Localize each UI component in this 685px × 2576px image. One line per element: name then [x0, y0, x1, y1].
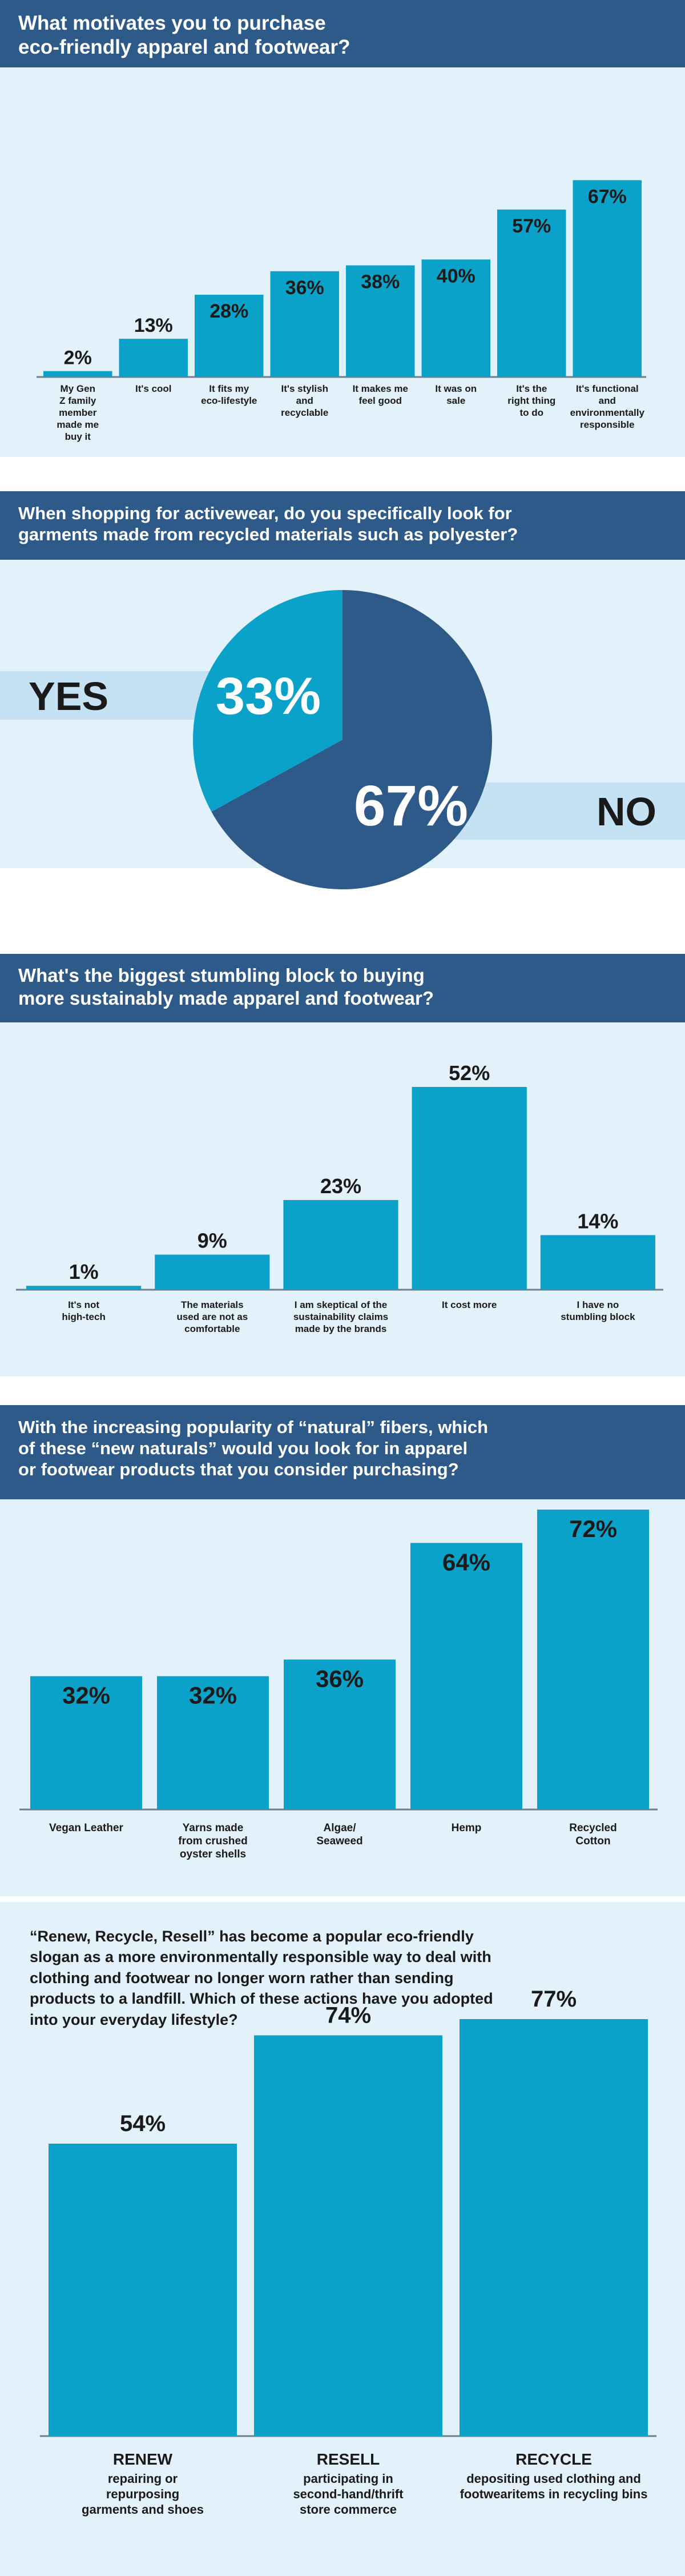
chart1-category-label-6: It's the right thing to do — [507, 383, 555, 418]
chart3-category-label-2: I am skeptical of the sustainability clai… — [293, 1299, 388, 1334]
chart5-value-label-1: 74% — [325, 2003, 371, 2028]
chart1-title: What motivates you to purchase eco-frien… — [18, 12, 350, 58]
chart1-category-label-0: My Gen Z family member made me buy it — [57, 383, 99, 442]
chart3-category-label-0: It's not high-tech — [62, 1299, 106, 1322]
chart1-value-label-5: 40% — [437, 265, 476, 287]
chart2-svg: 33% 67% YES NO — [0, 590, 685, 889]
chart3-category-label-1: The materials used are not as comfortable — [176, 1299, 248, 1334]
chart4-panel: With the increasing popularity of “natur… — [0, 1405, 685, 1896]
chart5-bar-0 — [49, 2144, 237, 2436]
chart1-value-label-2: 28% — [209, 300, 248, 322]
chart4-bar-1 — [157, 1676, 269, 1809]
chart3-banner: What's the biggest stumbling block to bu… — [0, 954, 685, 1022]
chart5-bar-1 — [254, 2035, 442, 2436]
chart2-legend-no: NO — [597, 789, 656, 834]
chart3-panel: What's the biggest stumbling block to bu… — [0, 954, 685, 1377]
chart3-value-label-0: 1% — [69, 1260, 99, 1283]
chart3-bar-1 — [155, 1254, 270, 1290]
chart1-value-label-3: 36% — [285, 277, 324, 299]
chart3-category-label-4: I have no stumbling block — [561, 1299, 635, 1322]
chart1-bar-6 — [497, 209, 566, 377]
chart5-value-label-0: 54% — [120, 2111, 166, 2136]
chart4-bar-0 — [30, 1676, 142, 1809]
chart5-description-0: repairing or repurposing garments and shoe… — [82, 2471, 204, 2517]
chart2-panel: When shopping for activewear, do you spe… — [0, 491, 685, 937]
chart4-category-label-3: Hemp — [452, 1822, 482, 1834]
chart3-bar-3 — [412, 1087, 527, 1290]
chart1-value-label-6: 57% — [512, 215, 551, 237]
chart3-value-label-3: 52% — [449, 1061, 490, 1085]
chart4-svg: 32% Vegan Leather 32% Yarns made from crushe… — [19, 1510, 658, 1860]
chart1-bar-2 — [195, 295, 264, 377]
chart4-category-label-2: Algae/Seaweed — [316, 1822, 362, 1847]
chart2-banner: When shopping for activewear, do you spe… — [0, 491, 685, 560]
chart3-value-label-4: 14% — [577, 1209, 618, 1233]
chart5-value-label-2: 77% — [531, 1987, 577, 2012]
chart1-value-label-7: 67% — [588, 186, 627, 207]
chart1-value-label-1: 13% — [134, 315, 173, 336]
chart1-category-label-4: It makes me feel good — [353, 383, 408, 406]
chart4-title: With the increasing popularity of “natur… — [18, 1417, 489, 1480]
chart4-value-label-2: 36% — [316, 1666, 364, 1692]
chart5-svg: 54% RENEW repairing or repurposing garments … — [40, 1987, 656, 2517]
chart4-value-label-0: 32% — [62, 1682, 110, 1709]
chart3-value-label-1: 9% — [198, 1229, 227, 1253]
chart5-description-1: participating in second-hand/thrift store … — [293, 2471, 404, 2517]
chart3-bar-4 — [540, 1235, 655, 1290]
chart5-category-label-2: RECYCLE — [515, 2450, 592, 2468]
chart1-category-label-1: It's cool — [135, 383, 172, 394]
chart4-value-label-3: 64% — [442, 1548, 490, 1575]
chart1-bar-0 — [43, 371, 112, 377]
chart2-slice-no — [211, 590, 492, 889]
chart2-slice-label-no: 67% — [354, 774, 468, 838]
chart5-category-label-0: RENEW — [113, 2450, 173, 2468]
chart4-category-label-1: Yarns made from crushed oyster shells — [178, 1822, 247, 1860]
chart1-category-label-2: It fits my eco-lifestyle — [201, 383, 257, 406]
chart1-bar-1 — [119, 339, 188, 377]
chart1-bar-4 — [346, 265, 415, 377]
chart2-slice-label-yes: 33% — [216, 667, 321, 725]
chart1-value-label-4: 38% — [361, 271, 400, 293]
chart4-bar-3 — [410, 1543, 522, 1809]
chart1-panel: What motivates you to purchase eco-frien… — [0, 0, 685, 457]
chart5-description-2: depositing used clothing and footwearitem… — [460, 2471, 648, 2501]
chart1-category-label-5: It was on sale — [435, 383, 477, 406]
chart5-bar-2 — [460, 2019, 648, 2436]
chart4-bar-4 — [537, 1510, 649, 1809]
chart4-category-label-0: Vegan Leather — [49, 1822, 123, 1834]
chart4-bar-2 — [284, 1659, 396, 1809]
chart1-bar-3 — [270, 271, 339, 377]
chart4-banner: With the increasing popularity of “natur… — [0, 1405, 685, 1499]
chart2-title: When shopping for activewear, do you spe… — [18, 503, 518, 545]
chart5-title: “Renew, Recycle, Resell” has become a po… — [30, 1928, 493, 2028]
chart3-svg: 1% It's not high-tech 9% The materials used a… — [16, 1061, 663, 1334]
chart3-title: What's the biggest stumbling block to bu… — [18, 965, 434, 1009]
chart1-bar-7 — [573, 180, 642, 377]
chart3-bar-2 — [283, 1199, 398, 1290]
chart3-category-label-3: It cost more — [442, 1299, 497, 1310]
chart3-bar-0 — [26, 1286, 142, 1290]
chart1-bar-5 — [421, 259, 490, 377]
chart5-panel: “Renew, Recycle, Resell” has become a po… — [0, 1902, 685, 2576]
chart1-category-label-3: It's stylish and recyclable — [281, 383, 328, 418]
chart5-category-label-1: RESELL — [317, 2450, 380, 2468]
chart3-value-label-2: 23% — [320, 1174, 361, 1198]
chart1-category-label-7: It's functional and environmentally respons… — [570, 383, 645, 430]
chart2-slice-yes — [192, 590, 342, 812]
chart1-value-label-0: 2% — [64, 347, 92, 369]
chart4-category-label-4: Recycled Cotton — [569, 1822, 616, 1847]
chart4-value-label-1: 32% — [189, 1682, 237, 1709]
chart2-legend-yes: YES — [29, 674, 108, 719]
chart4-value-label-4: 72% — [569, 1515, 617, 1542]
chart1-svg: 2% My Gen Z family member made me buy it 13% It… — [37, 180, 646, 442]
chart1-banner: What motivates you to purchase eco-frien… — [0, 0, 685, 67]
